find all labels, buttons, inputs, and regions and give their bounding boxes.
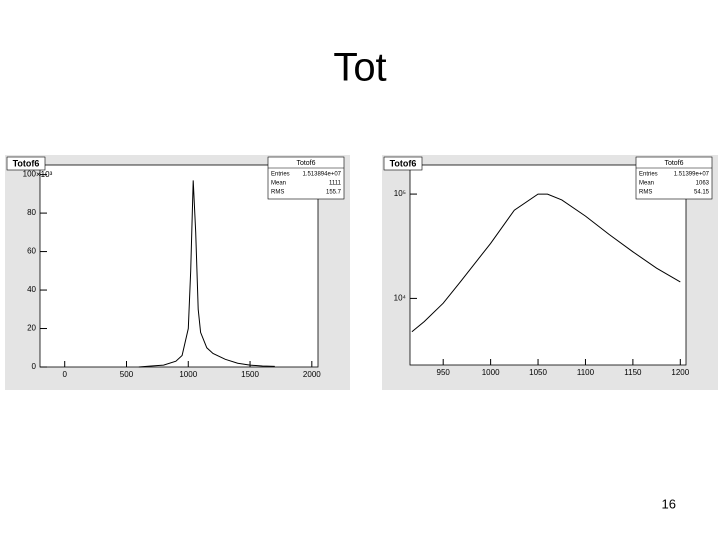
stats-value: 1063 xyxy=(696,181,710,187)
x-tick-label: 500 xyxy=(120,370,134,379)
y-tick-label: 10⁴ xyxy=(394,294,407,303)
stats-value: 1.51399e+07 xyxy=(674,172,710,178)
x-tick-label: 950 xyxy=(437,368,451,377)
stats-box xyxy=(635,156,713,200)
y-tick-label: 10⁵ xyxy=(394,189,406,198)
stats-title: Totof6 xyxy=(664,160,683,167)
y-tick-label: 20 xyxy=(27,324,36,333)
y-tick-label: 60 xyxy=(27,247,36,256)
x-tick-label: 1000 xyxy=(179,370,197,379)
y-tick-label: 40 xyxy=(27,285,36,294)
data-line xyxy=(138,180,275,368)
stats-label: RMS xyxy=(271,190,284,196)
y-tick-label: 100 xyxy=(23,170,37,179)
stats-value: 1.513894e+07 xyxy=(302,172,341,178)
y-tick-label: 80 xyxy=(27,208,36,217)
x-tick-label: 1000 xyxy=(482,368,500,377)
stats-value: 155.7 xyxy=(326,190,342,196)
x-tick-label: 2000 xyxy=(303,370,321,379)
stats-label: Mean xyxy=(271,181,286,187)
stats-label: Entries xyxy=(271,172,290,178)
x-tick-label: 1150 xyxy=(624,368,642,377)
stats-box xyxy=(267,156,345,200)
data-line xyxy=(411,193,681,333)
stats-label: RMS xyxy=(639,190,652,196)
x-tick-label: 1500 xyxy=(241,370,259,379)
x-tick-label: 1100 xyxy=(577,368,595,377)
title-box xyxy=(383,156,423,171)
hist-title: Totof6 xyxy=(13,158,40,168)
x-tick-label: 1200 xyxy=(671,368,689,377)
stats-value: 1111 xyxy=(329,181,342,187)
hist-title: Totof6 xyxy=(390,158,417,168)
stats-title: Totof6 xyxy=(296,160,315,167)
title-box xyxy=(6,156,46,171)
stats-label: Mean xyxy=(639,181,654,187)
stats-value: 54.15 xyxy=(694,190,710,196)
x-tick-label: 0 xyxy=(62,370,67,379)
axis-multiplier: ×10³ xyxy=(36,170,53,179)
x-tick-label: 1050 xyxy=(529,368,547,377)
y-tick-label: 0 xyxy=(32,362,37,371)
page-number: 16 xyxy=(662,496,676,511)
slide-title: Tot xyxy=(333,46,386,90)
stats-label: Entries xyxy=(639,172,658,178)
